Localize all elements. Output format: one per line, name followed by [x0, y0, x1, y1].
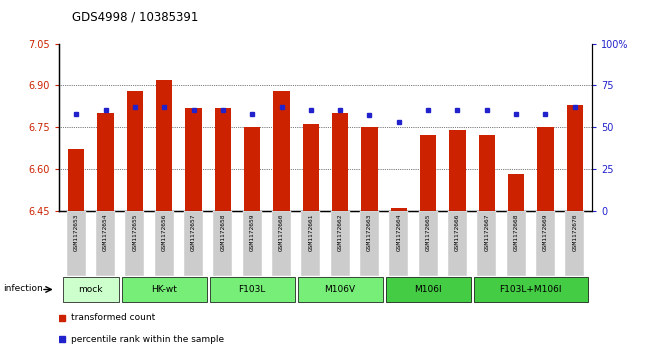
Text: GSM1172663: GSM1172663	[367, 214, 372, 251]
Bar	[565, 211, 585, 276]
Bar	[127, 91, 143, 211]
Bar	[477, 211, 496, 276]
Text: GSM1172658: GSM1172658	[220, 214, 225, 251]
Text: GSM1172659: GSM1172659	[250, 214, 255, 251]
Bar	[122, 277, 207, 302]
Text: GSM1172655: GSM1172655	[132, 214, 137, 251]
Bar	[508, 174, 524, 211]
Text: GSM1172653: GSM1172653	[74, 214, 79, 251]
Text: M106V: M106V	[325, 285, 355, 294]
Bar	[361, 127, 378, 211]
Text: GSM1172668: GSM1172668	[514, 214, 519, 251]
Text: GSM1172665: GSM1172665	[426, 214, 431, 251]
Text: HK-wt: HK-wt	[151, 285, 177, 294]
Bar	[449, 130, 465, 211]
Bar	[389, 211, 408, 276]
Bar	[538, 127, 553, 211]
Bar	[186, 107, 202, 211]
Text: GSM1172661: GSM1172661	[309, 214, 313, 251]
Text: GSM1172666: GSM1172666	[455, 214, 460, 251]
Text: GSM1172664: GSM1172664	[396, 214, 401, 251]
Text: GSM1172654: GSM1172654	[103, 214, 108, 251]
Bar	[478, 135, 495, 211]
Bar	[156, 80, 173, 211]
Bar	[567, 105, 583, 211]
Text: GSM1172669: GSM1172669	[543, 214, 548, 251]
Bar	[68, 149, 84, 211]
Bar	[66, 211, 86, 276]
Bar	[273, 91, 290, 211]
Bar	[385, 277, 471, 302]
Bar	[125, 211, 145, 276]
Text: infection: infection	[3, 284, 43, 293]
Text: GSM1172656: GSM1172656	[161, 214, 167, 251]
Bar	[243, 211, 262, 276]
Text: transformed count: transformed count	[72, 313, 156, 322]
Bar	[244, 127, 260, 211]
Bar	[331, 211, 350, 276]
Bar	[391, 208, 407, 211]
Bar	[214, 211, 232, 276]
Bar	[155, 211, 174, 276]
Bar	[332, 113, 348, 211]
Bar	[420, 135, 436, 211]
Text: GSM1172657: GSM1172657	[191, 214, 196, 251]
Bar	[96, 211, 115, 276]
Text: F103L+M106I: F103L+M106I	[499, 285, 562, 294]
Text: GDS4998 / 10385391: GDS4998 / 10385391	[72, 11, 198, 24]
Bar	[301, 211, 320, 276]
Text: percentile rank within the sample: percentile rank within the sample	[72, 335, 225, 344]
Text: mock: mock	[79, 285, 103, 294]
Text: GSM1172667: GSM1172667	[484, 214, 490, 251]
Bar	[474, 277, 588, 302]
Bar	[98, 113, 113, 211]
Bar	[63, 277, 118, 302]
Bar	[272, 211, 291, 276]
Text: M106I: M106I	[414, 285, 442, 294]
Bar	[536, 211, 555, 276]
Text: F103L: F103L	[238, 285, 266, 294]
Bar	[303, 124, 319, 211]
Bar	[448, 211, 467, 276]
Bar	[360, 211, 379, 276]
Text: GSM1172662: GSM1172662	[338, 214, 342, 251]
Bar	[215, 107, 231, 211]
Bar	[184, 211, 203, 276]
Bar	[506, 211, 525, 276]
Text: GSM1172660: GSM1172660	[279, 214, 284, 251]
Bar	[298, 277, 383, 302]
Text: GSM1172670: GSM1172670	[572, 214, 577, 251]
Bar	[419, 211, 437, 276]
Bar	[210, 277, 295, 302]
